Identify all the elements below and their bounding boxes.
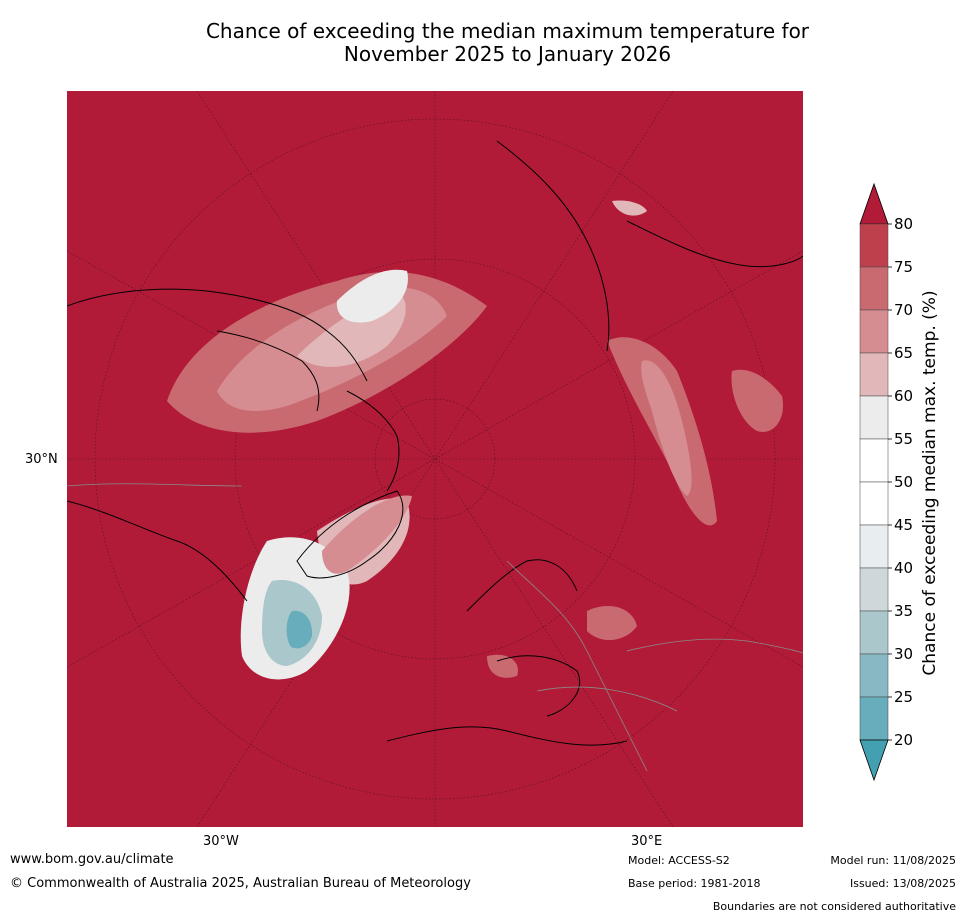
colorbar-tick-label: 55 bbox=[894, 430, 913, 448]
colorbar-tick-label: 20 bbox=[894, 731, 913, 749]
colorbar-label: Chance of exceeding median max. temp. (%… bbox=[920, 290, 940, 676]
footer-copyright: © Commonwealth of Australia 2025, Austra… bbox=[10, 876, 471, 891]
footer-base-period: Base period: 1981-2018 bbox=[628, 877, 761, 890]
colorbar-tick-label: 30 bbox=[894, 645, 913, 663]
colorbar-tick-label: 25 bbox=[894, 688, 913, 706]
lat-label-30n: 30°N bbox=[25, 452, 58, 467]
colorbar-tick-label: 35 bbox=[894, 602, 913, 620]
title-line-2: November 2025 to January 2026 bbox=[343, 42, 672, 66]
colorbar-band bbox=[859, 481, 889, 526]
colorbar-band bbox=[859, 352, 889, 397]
colorbar-band bbox=[859, 266, 889, 311]
probability-map bbox=[67, 91, 803, 827]
colorbar-tick-label: 45 bbox=[894, 516, 913, 534]
colorbar-tick-label: 65 bbox=[894, 344, 913, 362]
borders bbox=[67, 483, 803, 772]
lon-label-30w: 30°W bbox=[203, 834, 239, 849]
colorbar-arrow-high bbox=[859, 182, 889, 225]
colorbar-band bbox=[859, 696, 889, 741]
footer-model: Model: ACCESS-S2 bbox=[628, 854, 730, 867]
colorbar-tick-label: 75 bbox=[894, 258, 913, 276]
footer-issued: Issued: 13/08/2025 bbox=[849, 877, 956, 890]
colorbar-ticks: 80 75 70 65 60 55 50 45 40 35 30 25 20 bbox=[888, 215, 913, 749]
colorbar-arrow-low bbox=[859, 739, 889, 782]
map-title: Chance of exceeding the median maximum t… bbox=[0, 20, 965, 66]
colorbar-band bbox=[859, 653, 889, 698]
colorbar-band bbox=[859, 524, 889, 569]
colorbar-band bbox=[859, 395, 889, 440]
colorbar-tick-label: 40 bbox=[894, 559, 913, 577]
colorbar-bands bbox=[859, 182, 889, 782]
colorbar-tick-label: 50 bbox=[894, 473, 913, 491]
footer-disclaimer: Boundaries are not considered authoritat… bbox=[712, 900, 956, 913]
colorbar-tick-label: 80 bbox=[894, 215, 913, 233]
colorbar: 80 75 70 65 60 55 50 45 40 35 30 25 20 bbox=[859, 182, 913, 782]
colorbar-band bbox=[859, 610, 889, 655]
graticule bbox=[67, 91, 803, 827]
title-line-1: Chance of exceeding the median maximum t… bbox=[205, 19, 810, 43]
colorbar-band bbox=[859, 567, 889, 612]
footer-model-run: Model run: 11/08/2025 bbox=[830, 854, 956, 867]
lighter-anomaly-regions bbox=[167, 200, 783, 680]
colorbar-band bbox=[859, 309, 889, 354]
colorbar-band bbox=[859, 438, 889, 483]
footer-website: www.bom.gov.au/climate bbox=[10, 852, 174, 867]
colorbar-tick-label: 70 bbox=[894, 301, 913, 319]
colorbar-tick-label: 60 bbox=[894, 387, 913, 405]
lon-label-30e: 30°E bbox=[631, 834, 663, 849]
colorbar-band bbox=[859, 223, 889, 268]
coastlines bbox=[67, 140, 803, 746]
